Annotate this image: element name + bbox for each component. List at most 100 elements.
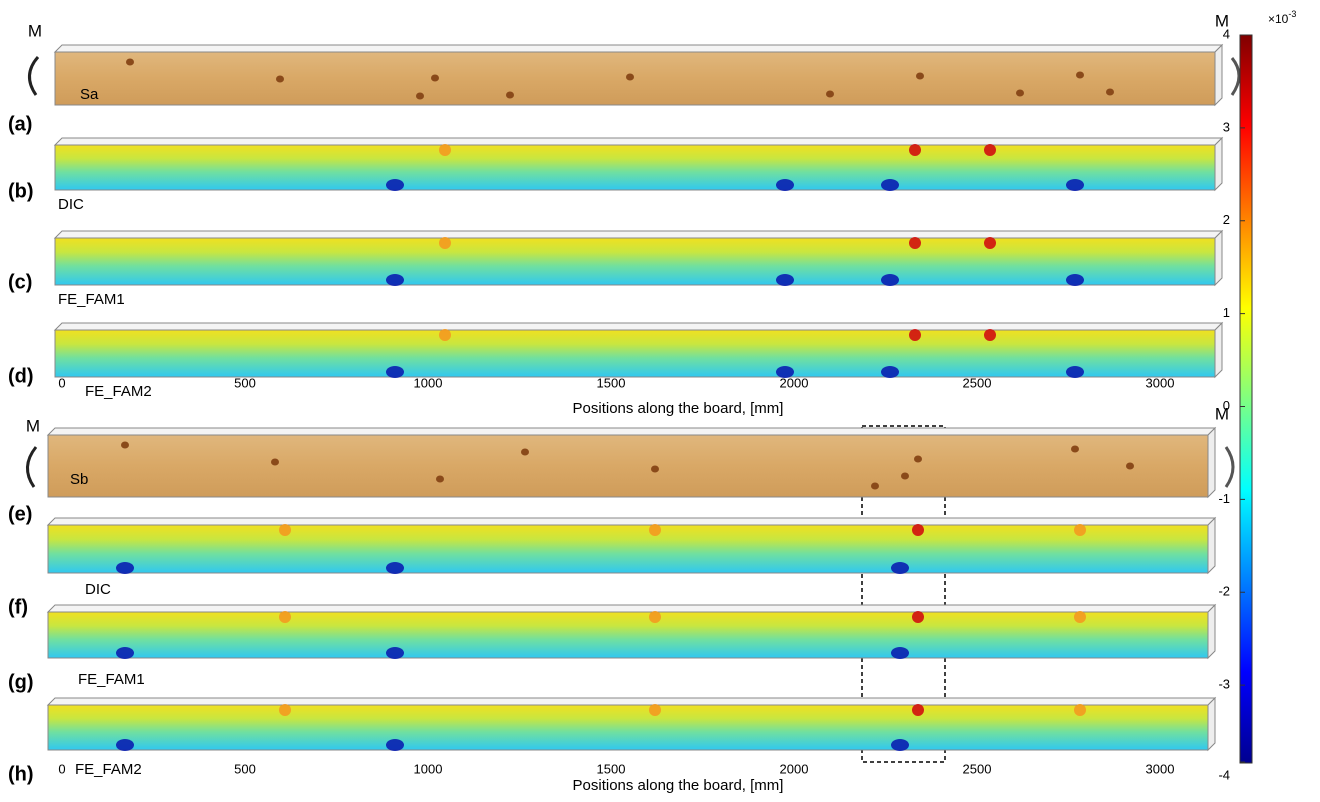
x-tick-label: 2500 bbox=[963, 375, 992, 390]
strain-blob bbox=[909, 329, 921, 341]
board-end bbox=[1215, 45, 1222, 105]
panel-label: (f) bbox=[8, 596, 28, 618]
strain-blob bbox=[279, 524, 291, 536]
colorbar-multiplier-power: -3 bbox=[1288, 9, 1296, 19]
panel-label: (a) bbox=[8, 113, 32, 135]
panel-label: (b) bbox=[8, 180, 34, 202]
board-face bbox=[55, 52, 1215, 105]
knot bbox=[1016, 90, 1024, 97]
strain-blob bbox=[116, 739, 134, 751]
knot bbox=[271, 459, 279, 466]
board-top bbox=[48, 518, 1215, 525]
panel-label: (h) bbox=[8, 763, 34, 785]
knot bbox=[436, 476, 444, 483]
board-end bbox=[1208, 428, 1215, 497]
strain-blob bbox=[881, 366, 899, 378]
panel bbox=[48, 518, 1215, 574]
board-top bbox=[55, 45, 1222, 52]
panel bbox=[55, 45, 1222, 105]
strain-blob bbox=[1074, 524, 1086, 536]
panel-name: FE_FAM1 bbox=[58, 291, 125, 308]
strain-blob bbox=[891, 647, 909, 659]
moment-label: M bbox=[28, 21, 42, 40]
strain-blob bbox=[1066, 274, 1084, 286]
board-face bbox=[55, 238, 1215, 285]
knot bbox=[1126, 463, 1134, 470]
panel bbox=[55, 138, 1222, 191]
knot bbox=[901, 473, 909, 480]
x-tick-label: 3000 bbox=[1146, 375, 1175, 390]
colorbar bbox=[1240, 35, 1252, 763]
knot bbox=[626, 74, 634, 81]
strain-blob bbox=[912, 524, 924, 536]
board-face bbox=[55, 330, 1215, 377]
x-tick-label: 1500 bbox=[597, 761, 626, 776]
strain-blob bbox=[912, 611, 924, 623]
x-axis-title: Positions along the board, [mm] bbox=[573, 777, 784, 794]
board-face bbox=[48, 612, 1208, 658]
board-top bbox=[55, 138, 1222, 145]
knot bbox=[1106, 89, 1114, 96]
panel-name: Sb bbox=[70, 471, 88, 488]
strain-blob bbox=[386, 562, 404, 574]
colorbar-tick-label: 4 bbox=[1223, 26, 1230, 41]
moment-label: M bbox=[26, 416, 40, 435]
knot bbox=[121, 442, 129, 449]
strain-blob bbox=[116, 562, 134, 574]
colorbar-tick-label: 1 bbox=[1223, 305, 1230, 320]
panel-name: Sa bbox=[80, 86, 99, 103]
x-axis-title: Positions along the board, [mm] bbox=[573, 400, 784, 417]
strain-blob bbox=[1074, 611, 1086, 623]
panel bbox=[48, 428, 1215, 497]
strain-blob bbox=[439, 237, 451, 249]
knot bbox=[826, 91, 834, 98]
strain-blob bbox=[116, 647, 134, 659]
knot bbox=[126, 59, 134, 66]
colorbar-tick-label: 0 bbox=[1223, 398, 1230, 413]
x-tick-label: 1000 bbox=[414, 375, 443, 390]
strain-blob bbox=[386, 179, 404, 191]
panel-label: (c) bbox=[8, 271, 32, 293]
panel bbox=[55, 231, 1222, 286]
moment-arrow bbox=[29, 57, 38, 95]
x-tick-label: 500 bbox=[234, 375, 256, 390]
board-end bbox=[1215, 323, 1222, 377]
strain-blob bbox=[386, 647, 404, 659]
board-end bbox=[1208, 518, 1215, 573]
x-tick-label: 500 bbox=[234, 761, 256, 776]
strain-blob bbox=[912, 704, 924, 716]
strain-blob bbox=[649, 611, 661, 623]
strain-blob bbox=[891, 562, 909, 574]
panel bbox=[48, 698, 1215, 751]
strain-blob bbox=[776, 179, 794, 191]
x-tick-label: 0 bbox=[58, 761, 65, 776]
figure: MMMM(a)Sa(b)DIC(c)FE_FAM1(d)FE_FAM2(e)Sb… bbox=[0, 0, 1320, 797]
panel-label: (g) bbox=[8, 671, 34, 693]
colorbar-tick-label: 2 bbox=[1223, 212, 1230, 227]
strain-blob bbox=[649, 704, 661, 716]
knot bbox=[431, 75, 439, 82]
board-top bbox=[48, 698, 1215, 705]
board-face bbox=[48, 525, 1208, 573]
x-tick-label: 1500 bbox=[597, 375, 626, 390]
board-top bbox=[55, 231, 1222, 238]
board-top bbox=[48, 605, 1215, 612]
strain-blob bbox=[386, 274, 404, 286]
panel bbox=[55, 323, 1222, 378]
knot bbox=[416, 93, 424, 100]
board-end bbox=[1208, 698, 1215, 750]
board-face bbox=[48, 435, 1208, 497]
panel bbox=[48, 605, 1215, 659]
colorbar-tick-label: -2 bbox=[1218, 584, 1230, 599]
strain-blob bbox=[984, 329, 996, 341]
strain-blob bbox=[439, 144, 451, 156]
moment-arrow bbox=[1232, 58, 1239, 95]
x-tick-label: 2000 bbox=[780, 375, 809, 390]
x-tick-label: 0 bbox=[58, 375, 65, 390]
colorbar-multiplier: ×10-3 bbox=[1268, 9, 1296, 26]
strain-blob bbox=[984, 237, 996, 249]
strain-blob bbox=[776, 274, 794, 286]
strain-blob bbox=[891, 739, 909, 751]
board-face bbox=[48, 705, 1208, 750]
knot bbox=[506, 92, 514, 99]
